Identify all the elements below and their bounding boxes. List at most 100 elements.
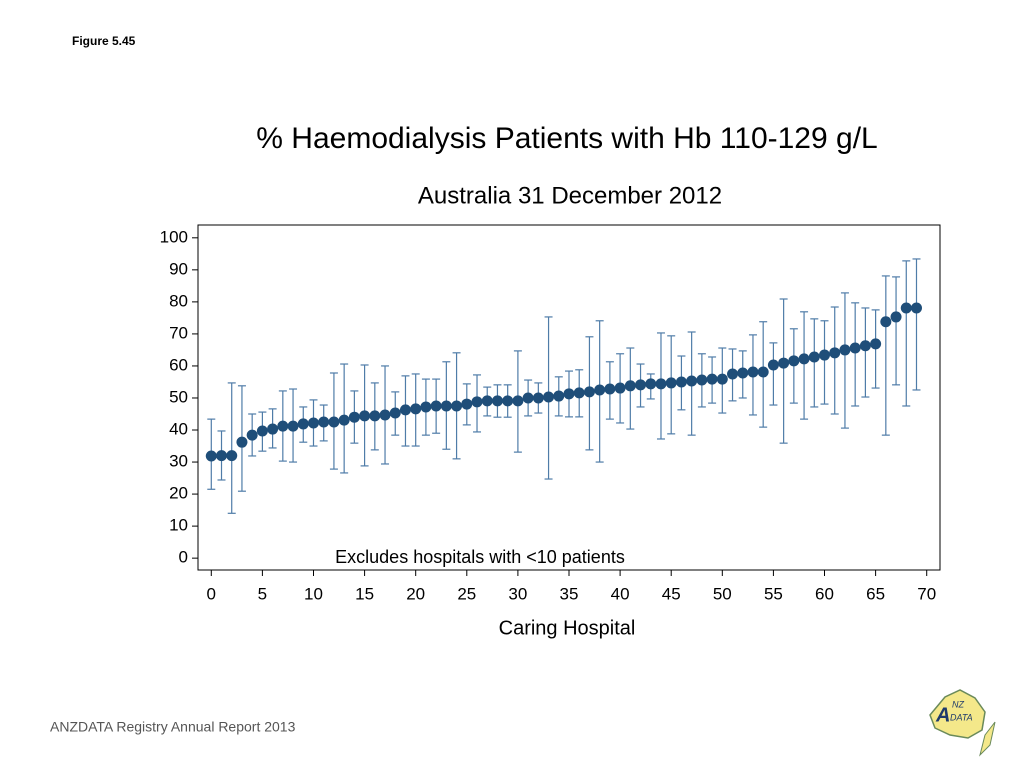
point	[757, 366, 769, 378]
x-tick-label: 30	[508, 584, 527, 603]
point	[338, 414, 350, 426]
point	[236, 436, 248, 448]
point	[318, 416, 330, 428]
point	[910, 302, 922, 314]
point	[604, 383, 616, 395]
point	[870, 338, 882, 350]
point	[614, 382, 626, 394]
point	[635, 379, 647, 391]
x-tick-label: 0	[207, 584, 216, 603]
point	[778, 357, 790, 369]
x-tick-label: 15	[355, 584, 374, 603]
point	[451, 400, 463, 412]
x-tick-label: 5	[258, 584, 267, 603]
point	[491, 395, 503, 407]
point	[553, 390, 565, 402]
point	[369, 410, 381, 422]
point	[267, 423, 279, 435]
chart-subtitle: Australia 31 December 2012	[418, 182, 722, 209]
point	[420, 401, 432, 413]
point	[696, 374, 708, 386]
point	[359, 410, 371, 422]
point	[461, 398, 473, 410]
point	[512, 395, 524, 407]
point	[481, 395, 493, 407]
point	[747, 366, 759, 378]
x-tick-label: 35	[560, 584, 579, 603]
point	[430, 400, 442, 412]
point	[216, 450, 228, 462]
y-tick-label: 70	[169, 323, 188, 342]
y-tick-label: 90	[169, 259, 188, 278]
point	[727, 368, 739, 380]
footer: ANZDATA Registry Annual Report 2013	[50, 719, 296, 735]
point	[532, 392, 544, 404]
point	[287, 420, 299, 432]
point	[277, 420, 289, 432]
x-tick-label: 60	[815, 584, 834, 603]
x-tick-label: 25	[457, 584, 476, 603]
logo-text: DATA	[950, 712, 973, 722]
chart-title: % Haemodialysis Patients with Hb 110-129…	[256, 122, 877, 155]
point	[686, 375, 698, 387]
y-tick-label: 80	[169, 291, 188, 310]
x-tick-label: 65	[866, 584, 885, 603]
point	[410, 403, 422, 415]
x-tick-label: 20	[406, 584, 425, 603]
x-tick-label: 55	[764, 584, 783, 603]
y-tick-label: 50	[169, 387, 188, 406]
y-tick-label: 60	[169, 355, 188, 374]
x-axis-label: Caring Hospital	[499, 617, 636, 639]
point	[788, 355, 800, 367]
point	[819, 349, 831, 361]
y-tick-label: 100	[160, 227, 188, 246]
point	[849, 342, 861, 354]
point	[297, 418, 309, 430]
point	[737, 367, 749, 379]
point	[880, 316, 892, 328]
logo: A NZ DATA	[929, 689, 996, 757]
point	[808, 351, 820, 363]
point	[440, 400, 452, 412]
point	[348, 411, 360, 423]
x-tick-label: 45	[662, 584, 681, 603]
point	[645, 378, 657, 390]
logo-text: NZ	[952, 699, 964, 709]
point	[665, 377, 677, 389]
point	[563, 388, 575, 400]
x-tick-label: 50	[713, 584, 732, 603]
point	[675, 376, 687, 388]
y-tick-label: 20	[169, 484, 188, 503]
x-tick-label: 70	[917, 584, 936, 603]
point	[583, 386, 595, 398]
logo-text: A	[935, 704, 950, 726]
y-tick-label: 40	[169, 419, 188, 438]
point	[767, 359, 779, 371]
y-tick-label: 30	[169, 452, 188, 471]
point	[328, 416, 340, 428]
point	[624, 380, 636, 392]
point	[389, 407, 401, 419]
point	[900, 302, 912, 314]
point	[226, 450, 238, 462]
y-tick-label: 0	[179, 548, 188, 567]
point	[716, 373, 728, 385]
x-tick-label: 10	[304, 584, 323, 603]
point	[655, 378, 667, 390]
point	[205, 450, 217, 462]
point	[839, 344, 851, 356]
point	[859, 340, 871, 352]
point	[399, 404, 411, 416]
point	[890, 311, 902, 323]
x-tick-label: 40	[611, 584, 630, 603]
point	[522, 392, 534, 404]
point	[502, 395, 514, 407]
point	[543, 391, 555, 403]
annotation: Excludes hospitals with <10 patients	[335, 547, 625, 567]
point	[307, 417, 319, 429]
y-tick-label: 10	[169, 516, 188, 535]
point	[379, 409, 391, 421]
logo-shape	[929, 689, 986, 739]
point	[594, 384, 606, 396]
